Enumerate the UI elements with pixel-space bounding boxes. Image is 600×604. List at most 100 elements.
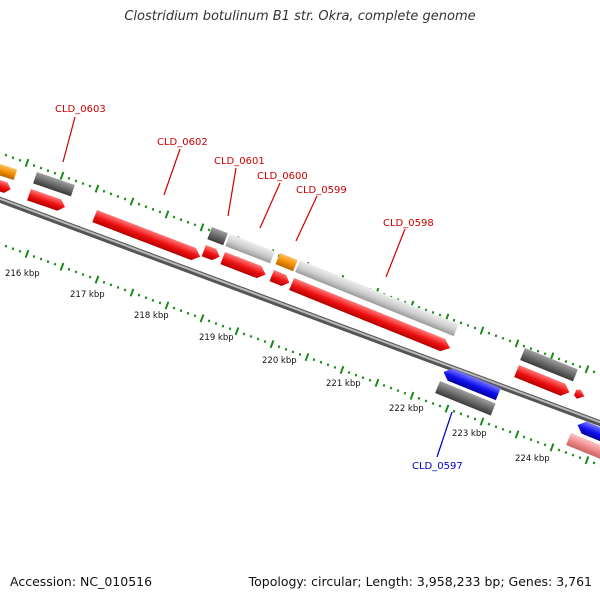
major-tick-mark — [24, 249, 30, 259]
reverse-label-leaders — [436, 411, 453, 458]
gene-feature-lightgray[interactable] — [295, 260, 459, 337]
minor-tick-mark — [326, 363, 330, 367]
scale-label: 219 kbp — [199, 333, 234, 343]
minor-tick-mark — [312, 358, 316, 362]
minor-tick-mark — [172, 306, 176, 310]
minor-tick-mark — [501, 336, 505, 340]
minor-tick-mark — [403, 391, 407, 395]
minor-tick-mark — [578, 456, 582, 460]
minor-tick-mark — [333, 365, 337, 369]
minor-tick-mark — [389, 386, 393, 390]
minor-tick-mark — [431, 402, 435, 405]
cds-arrow-reverse[interactable] — [441, 366, 501, 401]
major-tick-mark — [129, 288, 135, 297]
minor-tick-mark — [487, 331, 491, 335]
gene-feature-lightgray[interactable] — [225, 234, 275, 264]
minor-tick-mark — [53, 171, 57, 175]
minor-tick-mark — [67, 176, 71, 180]
minor-tick-mark — [543, 443, 547, 447]
minor-tick-mark — [284, 347, 288, 351]
cds-arrow-forward[interactable] — [220, 252, 268, 281]
minor-tick-mark — [452, 409, 456, 413]
minor-tick-mark — [123, 197, 127, 201]
minor-tick-mark — [571, 453, 575, 457]
scale-label: 224 kbp — [515, 454, 550, 464]
cds-arrow-forward[interactable] — [269, 270, 292, 288]
minor-tick-mark — [536, 440, 540, 444]
minor-tick-mark — [137, 202, 141, 206]
cds-arrow-forward-pseudo[interactable] — [566, 433, 600, 462]
minor-tick-mark — [298, 353, 302, 356]
minor-tick-mark — [123, 288, 127, 292]
minor-tick-mark — [438, 313, 442, 317]
major-tick-mark — [59, 262, 65, 271]
gene-label[interactable]: CLD_0599 — [296, 185, 347, 196]
cds-arrow-forward[interactable] — [514, 365, 572, 398]
minor-tick-mark — [564, 451, 568, 454]
minor-tick-mark — [473, 326, 477, 330]
minor-tick-mark — [487, 422, 491, 426]
minor-tick-mark — [522, 344, 526, 348]
minor-tick-mark — [452, 318, 456, 322]
minor-tick-mark — [18, 249, 22, 253]
cds-arrow-forward[interactable] — [92, 210, 202, 263]
minor-tick-mark — [88, 184, 92, 188]
minor-tick-mark — [592, 370, 596, 374]
minor-tick-mark — [186, 311, 190, 315]
gene-feature-gray[interactable] — [207, 227, 228, 246]
minor-tick-mark — [501, 427, 505, 431]
minor-tick-mark — [4, 244, 8, 248]
minor-tick-mark — [179, 218, 183, 222]
accession-text: Accession: NC_010516 — [10, 574, 153, 589]
minor-tick-mark — [67, 267, 71, 271]
cds-arrow-forward[interactable] — [27, 189, 67, 213]
minor-tick-mark — [81, 273, 85, 277]
minor-tick-mark — [396, 389, 400, 393]
minor-tick-mark — [354, 373, 358, 377]
scale-label: 222 kbp — [389, 404, 424, 414]
minor-tick-mark — [109, 283, 113, 287]
minor-tick-mark — [102, 280, 106, 284]
major-tick-mark — [94, 275, 100, 284]
gene-feature-orange[interactable] — [0, 160, 18, 181]
minor-tick-mark — [207, 319, 211, 323]
minor-tick-mark — [494, 425, 498, 429]
feature-track — [0, 160, 600, 462]
forward-label-leaders — [62, 116, 406, 278]
minor-tick-mark — [46, 260, 50, 264]
minor-tick-mark — [494, 334, 498, 338]
cds-arrow-reverse[interactable] — [575, 419, 600, 447]
gene-feature-gray[interactable] — [520, 348, 578, 382]
gene-label[interactable]: CLD_0598 — [383, 218, 434, 229]
minor-tick-mark — [102, 189, 106, 193]
cds-arrow-forward[interactable] — [289, 278, 452, 354]
minor-tick-mark — [368, 378, 372, 382]
minor-tick-mark — [39, 257, 43, 261]
major-tick-mark — [479, 326, 485, 335]
reverse-gene-labels: CLD_0597 — [412, 461, 463, 472]
gene-label[interactable]: CLD_0600 — [257, 171, 308, 182]
minor-tick-mark — [116, 194, 120, 198]
minor-tick-mark — [424, 308, 428, 312]
cds-arrow-forward[interactable] — [201, 245, 222, 262]
scale-label: 220 kbp — [262, 356, 297, 366]
major-tick-mark — [269, 340, 275, 349]
gene-label[interactable]: CLD_0603 — [55, 104, 106, 115]
gene-label[interactable]: CLD_0602 — [157, 137, 208, 148]
major-tick-mark — [164, 301, 170, 310]
minor-tick-mark — [249, 334, 253, 338]
minor-tick-mark — [466, 323, 470, 327]
gene-feature-orange[interactable] — [275, 252, 298, 272]
gene-label[interactable]: CLD_0601 — [214, 156, 265, 167]
cds-arrow-forward[interactable] — [0, 176, 12, 194]
forward-gene-labels: CLD_0603 CLD_0602 CLD_0601 CLD_0600 CLD_… — [55, 104, 434, 229]
gene-feature-gray[interactable] — [435, 381, 496, 416]
gene-label[interactable]: CLD_0597 — [412, 461, 463, 472]
major-tick-mark — [514, 339, 520, 348]
minor-tick-mark — [53, 262, 57, 266]
gene-feature-gray[interactable] — [33, 172, 75, 197]
cds-arrow-forward[interactable] — [573, 388, 586, 401]
scale-labels: 216 kbp 217 kbp 218 kbp 219 kbp 220 kbp … — [5, 269, 550, 464]
